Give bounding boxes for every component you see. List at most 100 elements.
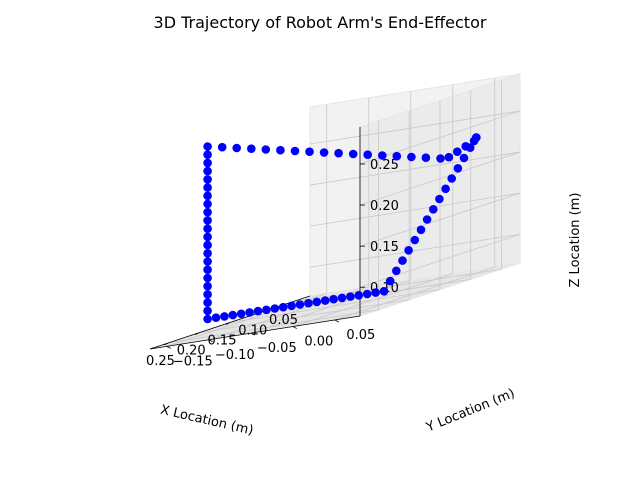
data-point — [253, 306, 263, 316]
x-tick-label: 0.05 — [269, 313, 298, 328]
y-tick-mark — [334, 319, 339, 323]
data-point — [203, 298, 212, 307]
z-tick-label: 0.15 — [370, 240, 399, 255]
data-point — [270, 304, 280, 313]
data-point — [203, 257, 212, 266]
data-point — [453, 147, 462, 156]
data-point — [421, 153, 431, 162]
data-point — [295, 300, 305, 309]
data-point — [203, 199, 212, 209]
data-point — [379, 287, 389, 296]
y-tick-label: 0.00 — [304, 335, 333, 350]
data-point — [278, 302, 288, 312]
data-point — [337, 293, 347, 303]
data-point — [346, 292, 355, 301]
x-tick-label: 0.25 — [146, 354, 175, 369]
data-point — [245, 308, 254, 317]
data-point — [203, 158, 212, 168]
data-point — [371, 288, 380, 297]
data-point — [378, 151, 387, 160]
data-point — [329, 294, 338, 304]
y-axis-line — [149, 315, 361, 350]
z-tick-label: 0.25 — [370, 158, 399, 173]
data-point — [392, 151, 402, 161]
data-point — [203, 249, 212, 258]
data-point — [261, 145, 271, 154]
y-tick-label: 0.05 — [346, 328, 375, 343]
y-tick-mark — [208, 339, 213, 343]
data-point — [217, 142, 227, 152]
y-tick-label: −0.15 — [173, 354, 213, 369]
data-point — [203, 281, 212, 291]
data-point — [203, 306, 212, 316]
trajectory-points — [203, 133, 481, 324]
data-point — [392, 266, 401, 276]
y-tick-label: −0.05 — [257, 341, 297, 356]
data-point — [319, 148, 329, 157]
z-grid-line — [309, 110, 521, 145]
x-grid-line — [229, 289, 441, 323]
x-tick-mark — [195, 332, 200, 336]
data-point — [416, 225, 426, 235]
data-point — [312, 297, 322, 307]
y-grid-line — [334, 266, 495, 321]
data-point — [276, 145, 285, 155]
z-grid-line — [309, 192, 521, 227]
data-point — [354, 291, 364, 300]
z-tick-label: 0.20 — [370, 199, 399, 214]
data-point — [203, 166, 212, 176]
data-point — [262, 305, 271, 315]
data-point — [348, 149, 358, 159]
data-point — [304, 298, 313, 308]
data-point — [459, 153, 469, 163]
data-point — [320, 296, 330, 305]
z-grid-line — [359, 233, 521, 288]
data-point — [203, 175, 212, 184]
z-grid-line — [359, 110, 521, 165]
data-point — [203, 265, 212, 275]
data-point — [203, 183, 212, 192]
data-point — [203, 232, 212, 242]
z-grid-line — [359, 192, 521, 247]
data-point — [398, 256, 407, 265]
y-tick-mark — [166, 346, 171, 349]
data-point — [228, 310, 238, 320]
data-point — [220, 312, 229, 321]
y-tick-label: −0.10 — [215, 348, 255, 363]
data-point — [453, 164, 463, 173]
data-point — [211, 313, 221, 323]
data-point — [203, 207, 212, 217]
data-point — [203, 240, 212, 250]
data-point — [407, 152, 416, 162]
data-point — [247, 144, 256, 153]
data-point — [429, 205, 438, 214]
z-axis-label: Z Location (m) — [568, 193, 583, 288]
data-point — [287, 301, 296, 311]
x-tick-mark — [225, 322, 231, 325]
x-tick-label: 0.20 — [177, 344, 206, 359]
z-grid-line — [359, 151, 521, 206]
x-tick-label: 0.10 — [238, 323, 267, 338]
y-tick-mark — [292, 326, 297, 329]
data-point — [290, 146, 300, 156]
data-point — [203, 273, 212, 283]
data-point — [203, 314, 212, 324]
data-point — [236, 309, 246, 319]
data-point — [472, 133, 481, 142]
data-point — [203, 191, 212, 201]
data-point — [404, 246, 413, 255]
x-tick-label: 0.15 — [208, 334, 237, 349]
x-grid-line — [199, 299, 410, 334]
data-point — [305, 147, 314, 156]
data-point — [362, 289, 372, 299]
x-tick-mark — [164, 342, 169, 346]
data-point — [363, 150, 373, 159]
data-point — [441, 184, 450, 194]
data-point — [385, 276, 395, 286]
data-point — [203, 216, 212, 225]
data-point — [436, 154, 445, 163]
data-point — [334, 148, 343, 158]
data-point — [203, 224, 212, 233]
data-point — [410, 235, 420, 245]
